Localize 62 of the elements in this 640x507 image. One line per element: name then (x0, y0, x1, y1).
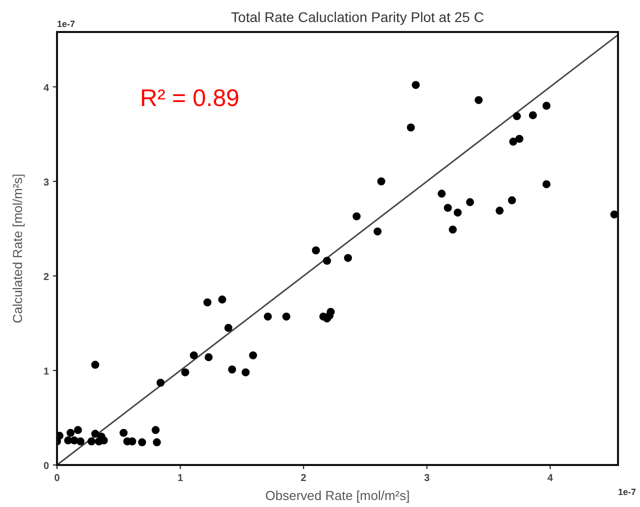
point (203, 298, 212, 306)
point (542, 180, 550, 188)
point (120, 428, 128, 437)
point (156, 378, 165, 387)
point (508, 196, 516, 204)
point (88, 437, 96, 446)
point (190, 351, 198, 360)
point (312, 246, 320, 254)
point (474, 96, 483, 104)
annotation: R² = 0.89 (140, 85, 240, 112)
point (264, 312, 272, 321)
point (374, 227, 382, 236)
point (448, 226, 457, 234)
y-tick-label: 3 (43, 177, 50, 188)
point (66, 428, 75, 437)
point (152, 426, 160, 434)
x-tick-label: 3 (424, 473, 430, 484)
point (377, 177, 386, 186)
x-tick-label: 0 (54, 473, 60, 484)
y-tick-label: 2 (43, 272, 50, 283)
point (509, 138, 518, 146)
point (218, 296, 226, 304)
y-axis-title: Calculated Rate [mol/m²s] (10, 174, 25, 324)
point (438, 190, 446, 198)
point (406, 123, 415, 132)
point (204, 353, 213, 362)
text: 1e-7 (57, 19, 76, 29)
point (74, 426, 82, 434)
point (352, 212, 361, 220)
point (542, 102, 550, 110)
point (466, 198, 474, 206)
x-axis-title: Observed Rate [mol/m²s] (265, 488, 410, 503)
point (444, 204, 452, 212)
x-tick-label: 4 (547, 473, 554, 484)
x-tick-label: 2 (300, 473, 307, 484)
point (91, 430, 100, 438)
point (326, 308, 335, 316)
point (152, 438, 161, 446)
point (528, 111, 537, 120)
point (610, 210, 618, 218)
chart-title: Total Rate Caluclation Parity Plot at 25 C (231, 9, 484, 25)
point (512, 112, 521, 120)
point (412, 80, 420, 89)
point (515, 134, 524, 143)
point (228, 366, 236, 374)
x-tick-label: 1 (178, 473, 184, 484)
point (282, 312, 290, 321)
point (454, 208, 462, 217)
point (249, 351, 258, 360)
y-tick-label: 1 (43, 366, 50, 378)
point (138, 438, 146, 446)
point (242, 368, 250, 376)
point (181, 368, 190, 376)
y-tick-label: 4 (43, 82, 50, 94)
point (323, 256, 332, 265)
point (224, 324, 232, 332)
point (496, 206, 504, 215)
y-tick-label: 0 (43, 461, 50, 472)
point (76, 437, 84, 446)
point (91, 360, 100, 369)
text: 1e-7 (618, 487, 636, 497)
point (344, 254, 352, 262)
